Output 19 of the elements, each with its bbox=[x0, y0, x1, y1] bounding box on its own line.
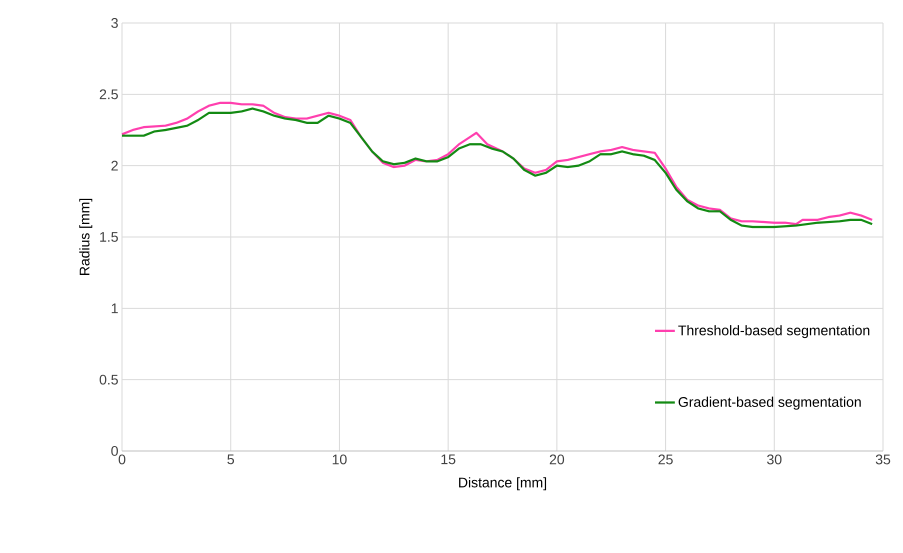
x-tick-label: 30 bbox=[767, 454, 782, 464]
y-tick-label: 1 bbox=[112, 304, 118, 314]
x-tick-label: 15 bbox=[441, 454, 456, 464]
legend-label: Threshold-based segmentation bbox=[678, 325, 870, 338]
y-tick-label: 2.5 bbox=[100, 89, 118, 100]
y-tick-label: 3 bbox=[111, 18, 118, 28]
x-tick-label: 20 bbox=[550, 454, 564, 464]
x-axis-title: Distance [mm] bbox=[459, 477, 546, 490]
x-tick-label: 25 bbox=[658, 454, 673, 464]
y-tick-label: 0 bbox=[111, 446, 118, 456]
legend-label: Gradient-based segmentation bbox=[678, 396, 861, 410]
y-axis-title: Radius [mm] bbox=[79, 198, 92, 275]
x-tick-label: 0 bbox=[118, 454, 126, 464]
y-tick-label: 0.5 bbox=[100, 374, 118, 385]
x-tick-label: 10 bbox=[332, 454, 347, 464]
x-tick-label: 35 bbox=[876, 454, 890, 464]
x-tick-label: 5 bbox=[227, 454, 234, 464]
y-tick-label: 2 bbox=[111, 160, 118, 171]
y-tick-label: 1.5 bbox=[100, 232, 118, 242]
